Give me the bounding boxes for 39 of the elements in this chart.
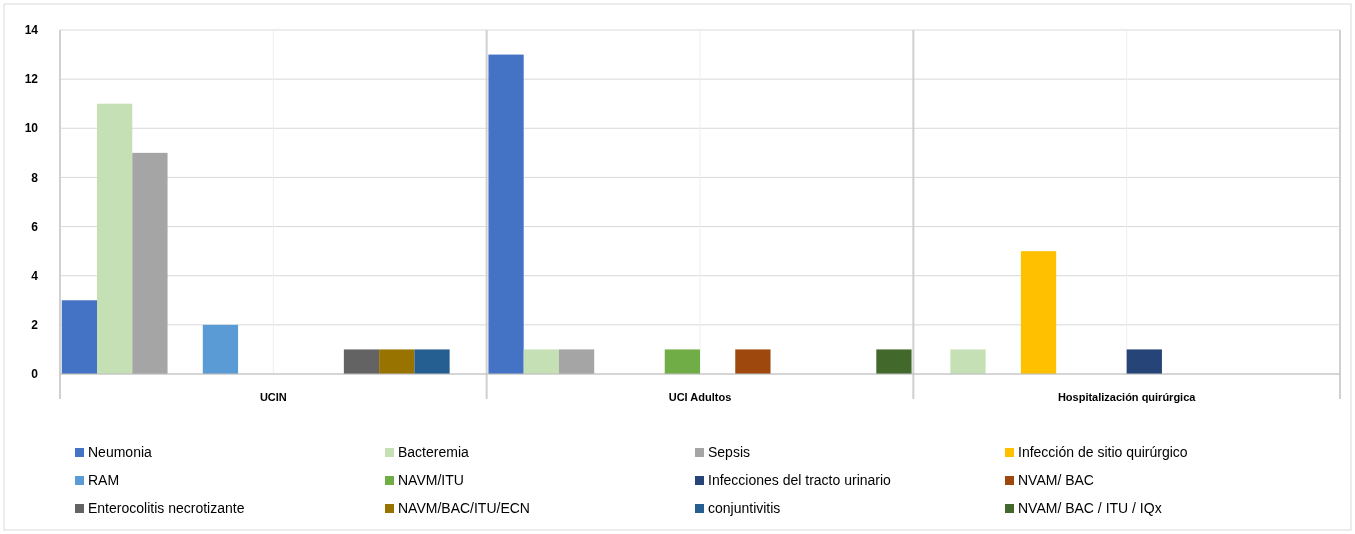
- bar: [414, 349, 450, 374]
- legend-label: Infección de sitio quirúrgico: [1018, 444, 1188, 460]
- y-tick-label: 6: [31, 219, 39, 234]
- bar: [1020, 251, 1057, 374]
- legend-label: RAM: [88, 472, 120, 488]
- bar: [61, 300, 98, 374]
- y-tick-label: 8: [31, 170, 39, 185]
- y-tick-label: 2: [31, 318, 39, 333]
- bar: [379, 349, 415, 374]
- legend-label: Infecciones del tracto urinario: [708, 472, 892, 488]
- bar: [523, 349, 559, 374]
- legend-label: NAVM/ITU: [398, 472, 464, 488]
- bar: [202, 324, 239, 374]
- bar: [132, 152, 168, 374]
- bar: [558, 349, 595, 374]
- x-tick-label: UCI Adultos: [668, 391, 732, 403]
- bar: [488, 54, 524, 374]
- legend-label: Bacteremia: [398, 444, 470, 460]
- bar: [735, 349, 771, 374]
- y-tick-label: 0: [31, 367, 39, 382]
- y-tick-label: 10: [24, 121, 39, 136]
- bar: [876, 349, 912, 374]
- legend-label: conjuntivitis: [708, 500, 781, 516]
- y-tick-label: 12: [24, 72, 39, 87]
- legend-label: Neumonia: [88, 444, 153, 460]
- bar: [343, 349, 380, 374]
- bar: [950, 349, 986, 374]
- bar: [1126, 349, 1162, 374]
- legend-label: NVAM/ BAC / ITU / IQx: [1018, 500, 1162, 516]
- bar: [97, 103, 133, 374]
- legend-label: NVAM/ BAC: [1018, 472, 1094, 488]
- legend-label: Sepsis: [708, 444, 751, 460]
- x-tick-label: Hospitalización quirúrgica: [1057, 391, 1197, 403]
- y-tick-label: 4: [31, 268, 39, 283]
- bar: [664, 349, 700, 374]
- legend-label: Enterocolitis necrotizante: [88, 500, 245, 516]
- legend-label: NAVM/BAC/ITU/ECN: [398, 500, 530, 516]
- y-tick-label: 14: [24, 23, 39, 38]
- x-tick-label: UCIN: [259, 391, 287, 403]
